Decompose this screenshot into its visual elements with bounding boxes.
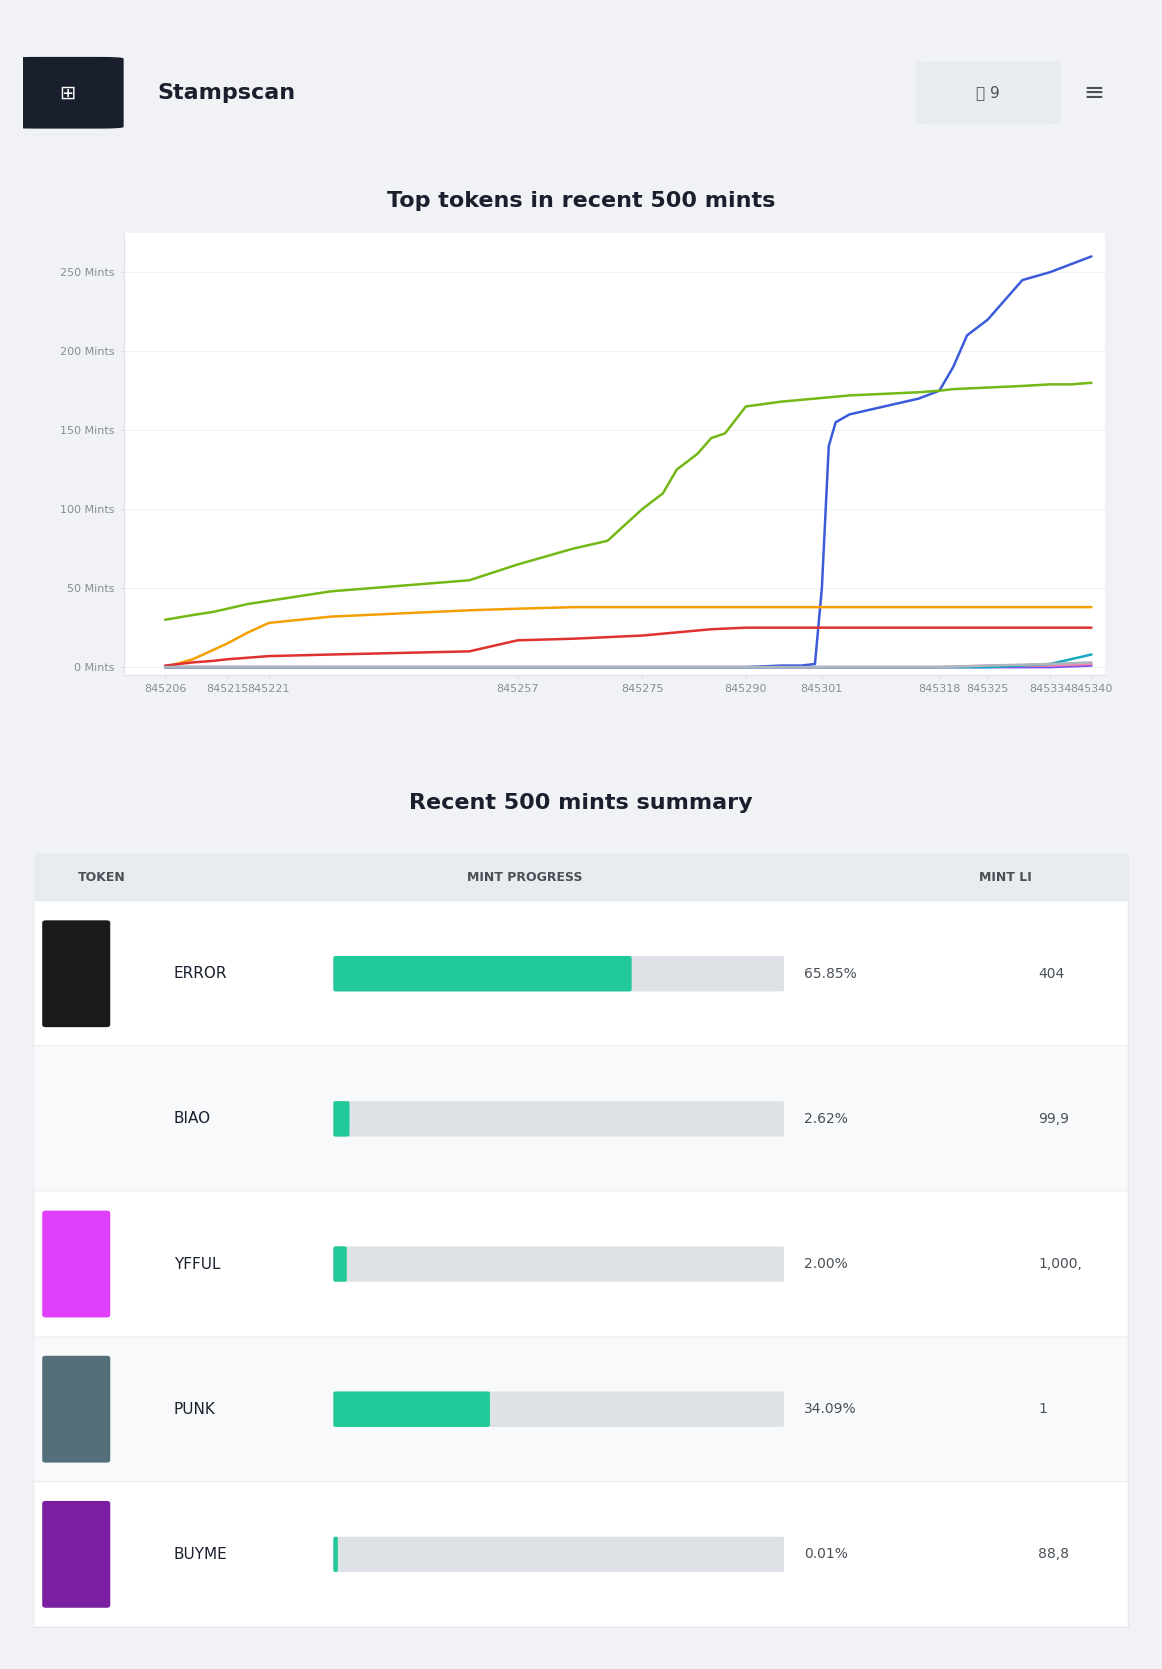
FancyBboxPatch shape — [333, 1102, 784, 1137]
Text: MINT LI: MINT LI — [978, 871, 1031, 885]
FancyBboxPatch shape — [12, 57, 123, 129]
FancyBboxPatch shape — [333, 956, 632, 991]
Text: 99,9: 99,9 — [1039, 1112, 1069, 1127]
FancyBboxPatch shape — [333, 1392, 490, 1427]
Text: 2.62%: 2.62% — [804, 1112, 848, 1127]
FancyBboxPatch shape — [333, 956, 784, 991]
FancyBboxPatch shape — [35, 1337, 1127, 1482]
FancyBboxPatch shape — [333, 1392, 784, 1427]
FancyBboxPatch shape — [35, 1046, 1127, 1192]
Text: 1,000,: 1,000, — [1039, 1257, 1082, 1272]
Text: ⊞: ⊞ — [59, 83, 76, 102]
FancyBboxPatch shape — [42, 1065, 110, 1172]
FancyBboxPatch shape — [35, 901, 1127, 1046]
Text: 0.01%: 0.01% — [804, 1547, 848, 1562]
FancyBboxPatch shape — [916, 62, 1061, 124]
FancyBboxPatch shape — [35, 853, 1127, 1627]
FancyBboxPatch shape — [333, 1102, 350, 1137]
Text: ≡: ≡ — [1084, 80, 1105, 105]
Text: 34.09%: 34.09% — [804, 1402, 856, 1417]
Text: 1: 1 — [1039, 1402, 1047, 1417]
FancyBboxPatch shape — [35, 1482, 1127, 1627]
FancyBboxPatch shape — [42, 1355, 110, 1462]
FancyBboxPatch shape — [42, 1500, 110, 1607]
Text: BIAO: BIAO — [174, 1112, 211, 1127]
FancyBboxPatch shape — [333, 1537, 784, 1572]
FancyBboxPatch shape — [35, 1192, 1127, 1337]
Text: TOKEN: TOKEN — [78, 871, 125, 885]
Text: BUYME: BUYME — [174, 1547, 228, 1562]
Text: Stampscan: Stampscan — [157, 83, 295, 103]
Text: PUNK: PUNK — [174, 1402, 216, 1417]
Text: Top tokens in recent 500 mints: Top tokens in recent 500 mints — [387, 192, 775, 212]
Text: Recent 500 mints summary: Recent 500 mints summary — [409, 793, 753, 813]
Text: 65.85%: 65.85% — [804, 966, 856, 981]
FancyBboxPatch shape — [333, 1247, 346, 1282]
Text: ERROR: ERROR — [174, 966, 228, 981]
Text: ⛽ 9: ⛽ 9 — [976, 85, 1000, 100]
Text: 2.00%: 2.00% — [804, 1257, 848, 1272]
Text: 88,8: 88,8 — [1039, 1547, 1069, 1562]
Text: 404: 404 — [1039, 966, 1064, 981]
FancyBboxPatch shape — [42, 920, 110, 1026]
FancyBboxPatch shape — [333, 1537, 338, 1572]
Text: MINT PROGRESS: MINT PROGRESS — [467, 871, 583, 885]
FancyBboxPatch shape — [35, 853, 1127, 901]
FancyBboxPatch shape — [42, 1210, 110, 1317]
FancyBboxPatch shape — [333, 1247, 784, 1282]
Text: YFFUL: YFFUL — [174, 1257, 221, 1272]
